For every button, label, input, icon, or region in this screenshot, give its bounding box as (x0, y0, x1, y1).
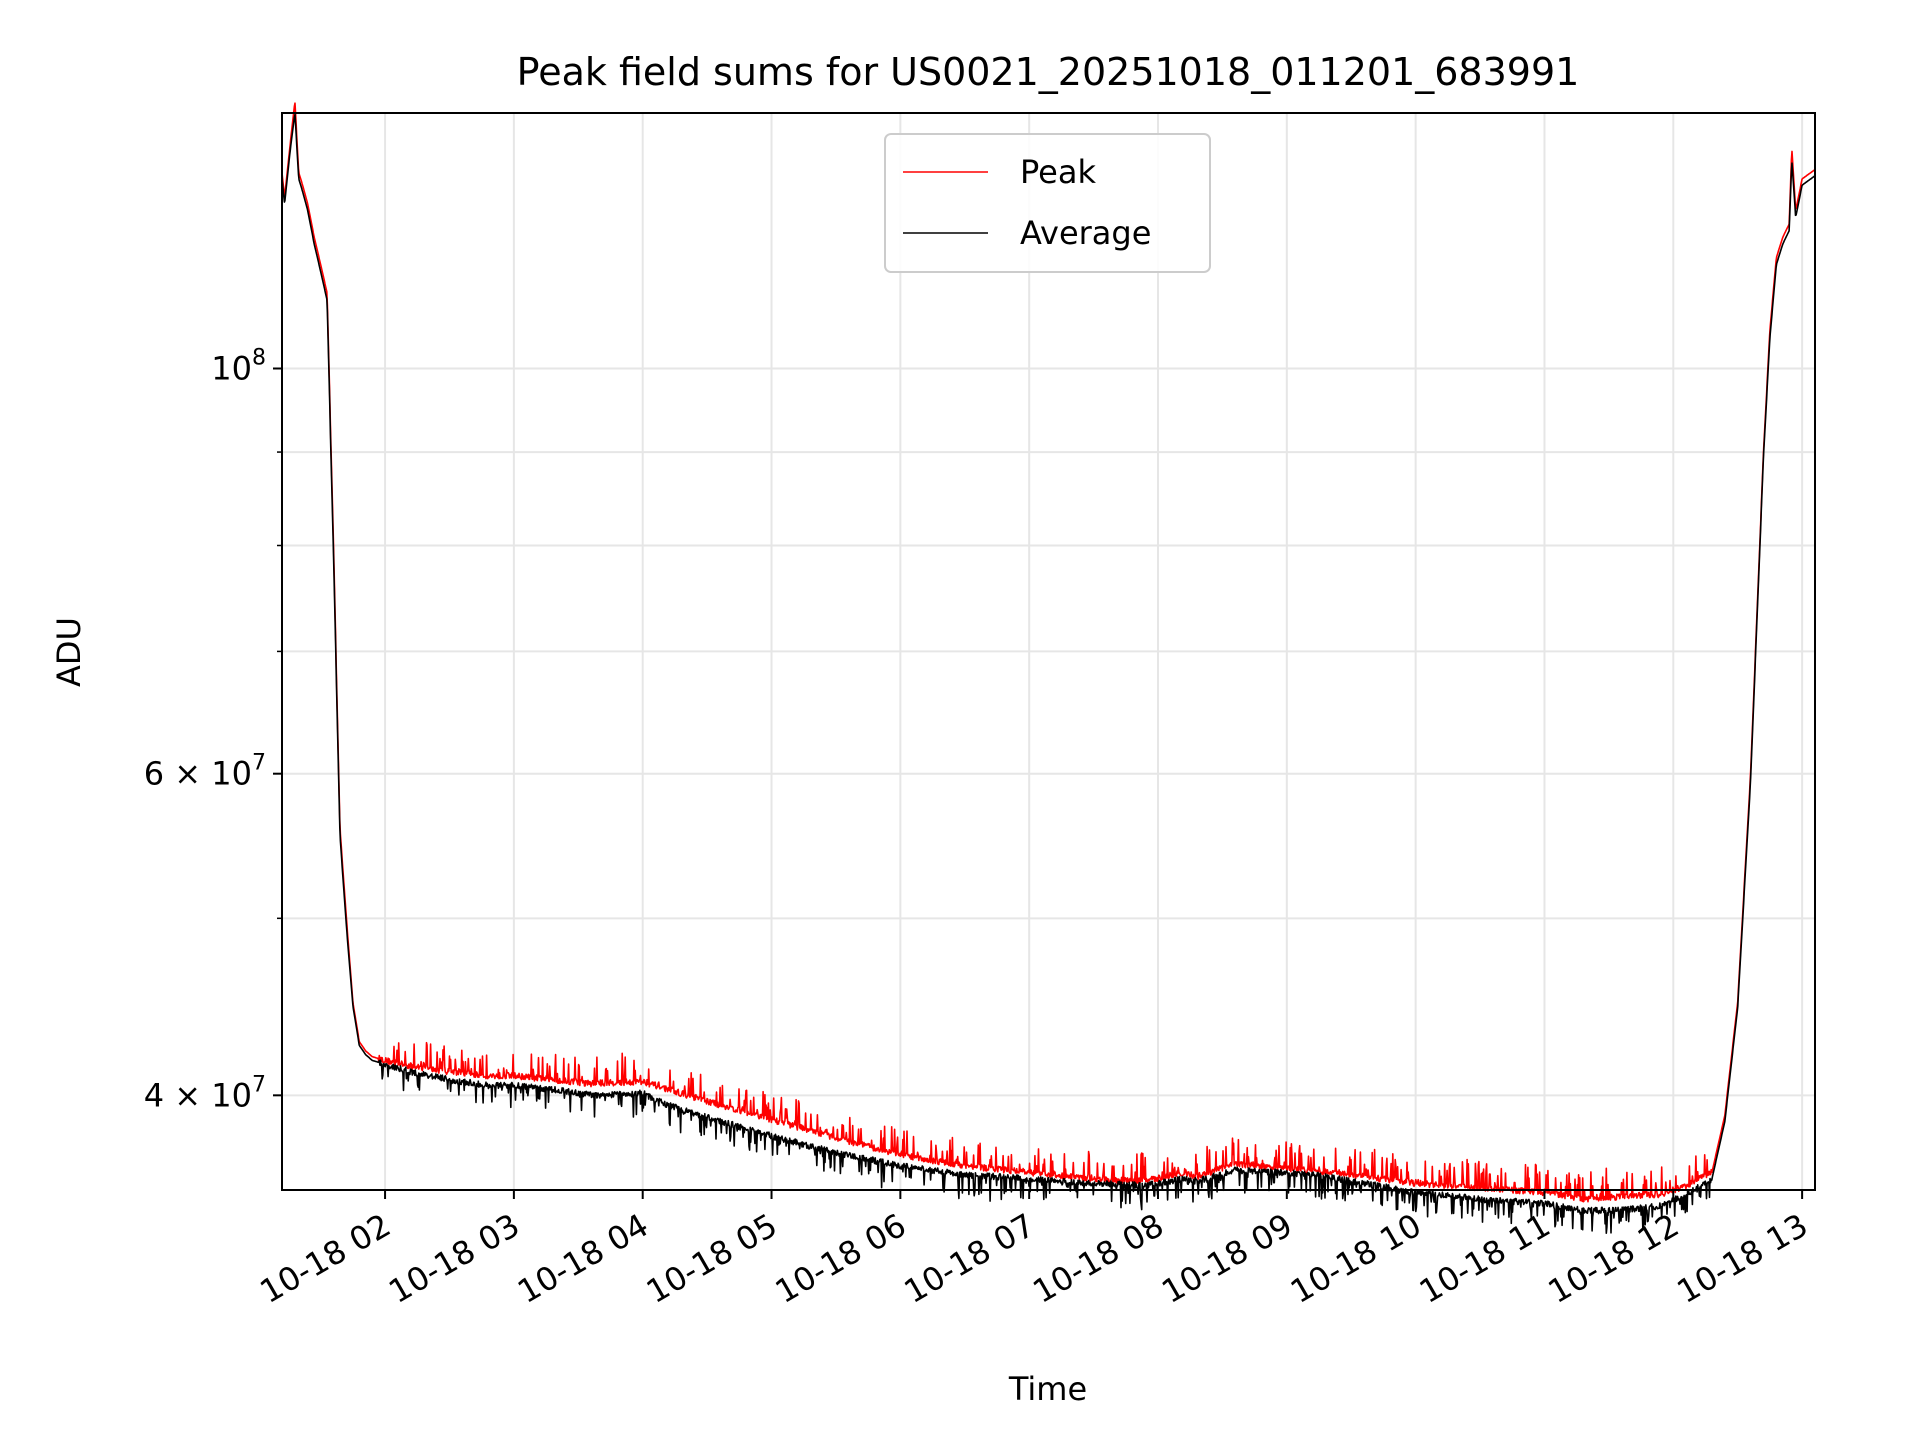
legend-label-average: Average (1020, 214, 1151, 252)
legend: Peak Average (884, 133, 1211, 273)
series-layer (281, 102, 1816, 1234)
chart-title: Peak field sums for US0021_20251018_0112… (517, 50, 1580, 94)
series-line-average (281, 113, 1816, 1234)
series-line-peak (281, 102, 1816, 1203)
y-axis-label: ADU (50, 617, 88, 687)
legend-box (884, 133, 1211, 273)
grid (282, 113, 1815, 1190)
y-tick-label: 6 × 107 (144, 751, 266, 793)
legend-label-peak: Peak (1020, 153, 1096, 191)
y-tick-label: 4 × 107 (144, 1072, 266, 1114)
x-axis-label: Time (1008, 1370, 1087, 1408)
